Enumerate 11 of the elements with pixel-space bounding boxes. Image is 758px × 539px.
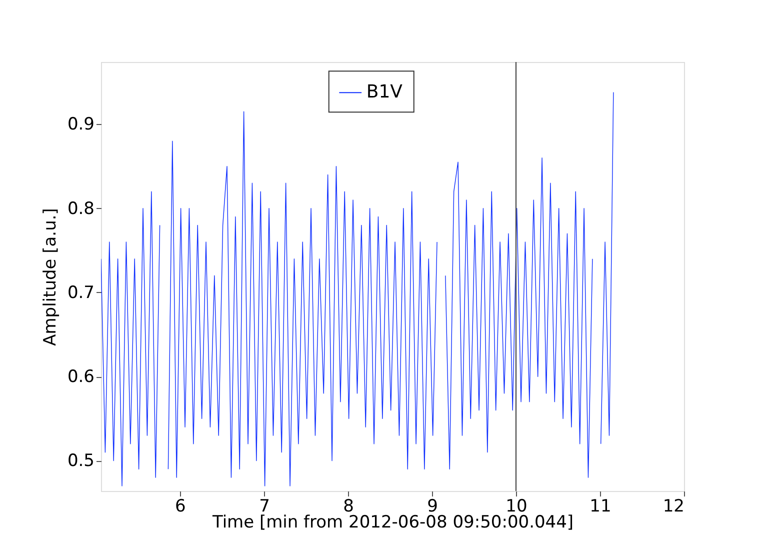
y-tick-label: 0.8: [67, 198, 94, 219]
x-tick-label: 11: [590, 496, 612, 516]
y-tick-label: 0.9: [67, 114, 94, 135]
y-tick-label: 0.5: [67, 451, 94, 472]
x-tick-label: 6: [175, 496, 186, 516]
y-tick-label: 0.6: [67, 367, 94, 388]
y-axis-title: Amplitude [a.u.]: [40, 208, 60, 346]
x-axis-title: Time [min from 2012-06-08 09:50:00.044]: [211, 512, 574, 532]
y-tick-label: 0.7: [67, 282, 94, 303]
x-tick-label: 12: [662, 496, 684, 516]
legend-label: B1V: [366, 82, 404, 103]
